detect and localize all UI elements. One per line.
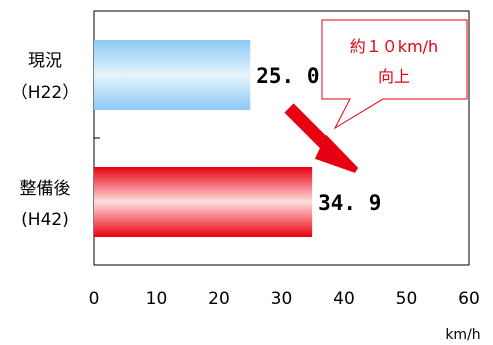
value-label-improved: 34. 9 [318,191,381,215]
increase-arrow-icon [284,103,359,173]
x-axis-tick-labels: 0 10 20 30 40 50 60 [89,289,480,309]
value-labels: 25. 0 34. 9 [256,64,381,215]
x-tick-label: 40 [333,289,355,309]
x-tick-label: 10 [146,289,168,309]
callout-bubble [321,19,468,130]
x-tick-label: 30 [271,289,293,309]
improvement-callout: 約１０km/h 向上 [321,19,468,130]
bar-series [94,40,313,237]
category-label-current-line1: 現況 [28,51,62,71]
category-label-improved-line1: 整備後 [20,179,71,199]
x-tick-label: 50 [396,289,418,309]
category-label-current-line2: （H22） [11,83,79,103]
value-label-current: 25. 0 [256,64,319,88]
callout-text-line1: 約１０km/h [350,37,438,56]
bar-current [94,40,251,110]
callout-text-line2: 向上 [378,67,410,86]
x-tick-label: 0 [89,289,100,309]
category-label-improved-line2: (H42) [21,210,69,230]
x-axis-unit-label: km/h [445,327,480,343]
bar-improved [94,167,313,237]
x-tick-label: 20 [208,289,230,309]
x-tick-label: 60 [458,289,480,309]
